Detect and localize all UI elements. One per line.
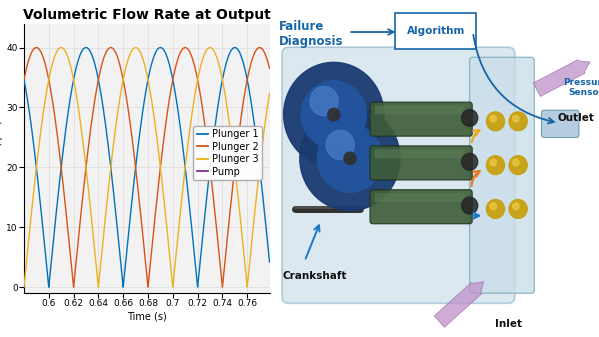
FancyArrowPatch shape [434, 282, 484, 327]
Circle shape [486, 156, 504, 175]
Circle shape [486, 200, 504, 218]
Y-axis label: Flow Rate (lpm): Flow Rate (lpm) [0, 120, 4, 197]
FancyBboxPatch shape [370, 146, 472, 180]
Circle shape [490, 159, 497, 166]
Circle shape [461, 197, 478, 214]
FancyBboxPatch shape [374, 193, 464, 202]
FancyBboxPatch shape [370, 190, 472, 224]
Circle shape [300, 106, 400, 211]
FancyBboxPatch shape [374, 105, 464, 114]
Circle shape [513, 203, 519, 210]
Circle shape [344, 152, 356, 165]
Circle shape [326, 130, 354, 159]
Circle shape [301, 81, 367, 149]
Text: Outlet: Outlet [557, 113, 594, 123]
FancyBboxPatch shape [282, 47, 515, 303]
Text: Crankshaft: Crankshaft [282, 271, 346, 281]
Circle shape [513, 115, 519, 122]
Circle shape [509, 200, 527, 218]
Text: Inlet: Inlet [495, 318, 522, 329]
FancyBboxPatch shape [374, 149, 464, 158]
FancyBboxPatch shape [541, 110, 579, 137]
Circle shape [513, 159, 519, 166]
Title: Volumetric Flow Rate at Output: Volumetric Flow Rate at Output [23, 8, 271, 23]
Circle shape [317, 124, 383, 192]
Circle shape [461, 153, 478, 170]
FancyBboxPatch shape [395, 13, 476, 49]
Text: Failure
Diagnosis: Failure Diagnosis [279, 20, 343, 48]
FancyArrowPatch shape [533, 60, 590, 96]
Circle shape [284, 62, 384, 167]
Circle shape [486, 112, 504, 131]
X-axis label: Time (s): Time (s) [127, 311, 167, 321]
Circle shape [509, 156, 527, 175]
Circle shape [490, 115, 497, 122]
Legend: Plunger 1, Plunger 2, Plunger 3, Pump: Plunger 1, Plunger 2, Plunger 3, Pump [193, 126, 262, 180]
Text: Pressure
Sensor: Pressure Sensor [564, 78, 599, 97]
Circle shape [490, 203, 497, 210]
Circle shape [461, 110, 478, 126]
FancyBboxPatch shape [470, 57, 534, 293]
FancyBboxPatch shape [370, 102, 472, 136]
Text: Algorithm: Algorithm [407, 26, 465, 36]
Circle shape [328, 108, 340, 121]
Circle shape [509, 112, 527, 131]
Circle shape [310, 87, 338, 116]
